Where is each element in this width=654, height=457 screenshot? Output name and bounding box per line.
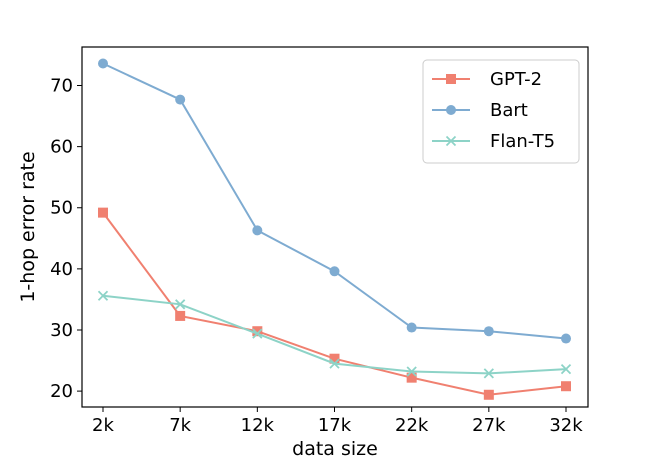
data-point-flan-t5 xyxy=(483,368,494,379)
series-layer xyxy=(97,58,572,400)
y-tick-label: 30 xyxy=(50,320,73,341)
x-tick-label: 27k xyxy=(472,415,506,436)
data-point-gpt-2 xyxy=(406,372,417,383)
y-tick-label: 40 xyxy=(50,259,73,280)
legend-item-flan-t5: Flan-T5 xyxy=(432,131,555,152)
y-tick-label: 70 xyxy=(50,76,73,97)
data-point-gpt-2 xyxy=(561,381,571,392)
y-axis-label: 1-hop error rate xyxy=(17,151,39,302)
data-point-flan-t5 xyxy=(560,363,572,375)
series-gpt-2 xyxy=(98,207,571,400)
y-tick-label: 60 xyxy=(50,137,73,158)
data-point-bart xyxy=(98,58,108,69)
data-point-flan-t5 xyxy=(329,358,340,369)
data-point-gpt-2 xyxy=(252,326,263,337)
data-point-bart xyxy=(483,326,494,337)
y-axis: 20 30 40 50 60 70 xyxy=(50,76,82,402)
legend-box xyxy=(422,59,580,164)
data-point-gpt-2 xyxy=(98,207,108,218)
y-tick-label: 50 xyxy=(50,198,73,219)
x-tick-label: 32k xyxy=(549,415,583,436)
x-axis: 2k 7k 12k 17k 22k 27k 32k xyxy=(92,407,583,436)
data-point-bart xyxy=(406,322,417,333)
data-point-gpt-2 xyxy=(329,353,340,364)
data-point-flan-t5 xyxy=(175,299,186,310)
x-tick-label: 2k xyxy=(92,415,114,436)
series-bart xyxy=(98,58,571,344)
legend-marker xyxy=(446,105,456,115)
data-point-bart xyxy=(329,266,340,277)
data-point-bart xyxy=(561,333,571,344)
x-axis-label: data size xyxy=(292,438,378,457)
legend-label: Flan-T5 xyxy=(490,131,555,152)
legend-label: Bart xyxy=(490,100,528,121)
series-flan-t5 xyxy=(97,290,572,379)
data-point-bart xyxy=(175,94,186,105)
x-tick-label: 7k xyxy=(169,415,191,436)
legend-label: GPT-2 xyxy=(490,69,542,90)
legend-marker xyxy=(446,74,456,84)
x-tick-label: 17k xyxy=(318,415,352,436)
legend-item-gpt-2: GPT-2 xyxy=(432,69,542,90)
legend: GPT-2 Bart Flan-T5 xyxy=(422,59,580,164)
data-point-bart xyxy=(252,225,263,236)
legend-item-bart: Bart xyxy=(432,100,528,121)
x-tick-label: 22k xyxy=(395,415,429,436)
y-tick-label: 20 xyxy=(50,381,73,402)
data-point-gpt-2 xyxy=(175,310,186,321)
data-point-flan-t5 xyxy=(97,290,109,301)
legend-marker xyxy=(445,135,457,147)
data-point-gpt-2 xyxy=(483,389,494,400)
data-point-flan-t5 xyxy=(252,328,263,339)
data-point-flan-t5 xyxy=(406,366,417,377)
x-tick-label: 12k xyxy=(241,415,275,436)
